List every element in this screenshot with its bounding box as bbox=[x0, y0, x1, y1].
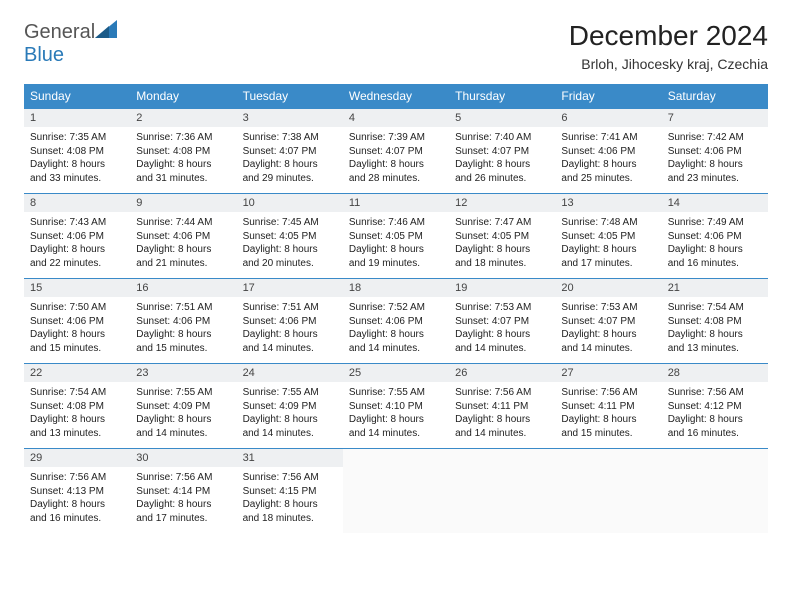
day-number-row: 293031 bbox=[24, 449, 768, 468]
day-number-cell: 3 bbox=[237, 109, 343, 128]
day-detail-cell: Sunrise: 7:46 AMSunset: 4:05 PMDaylight:… bbox=[343, 212, 449, 279]
day-number-cell: 18 bbox=[343, 279, 449, 298]
day-detail-row: Sunrise: 7:43 AMSunset: 4:06 PMDaylight:… bbox=[24, 212, 768, 279]
day-number-cell bbox=[343, 449, 449, 468]
day-detail-cell: Sunrise: 7:39 AMSunset: 4:07 PMDaylight:… bbox=[343, 127, 449, 194]
title-block: December 2024 Brloh, Jihocesky kraj, Cze… bbox=[569, 20, 768, 72]
weekday-header: Saturday bbox=[662, 84, 768, 109]
day-detail-cell: Sunrise: 7:42 AMSunset: 4:06 PMDaylight:… bbox=[662, 127, 768, 194]
weekday-header-row: SundayMondayTuesdayWednesdayThursdayFrid… bbox=[24, 84, 768, 109]
day-detail-cell: Sunrise: 7:44 AMSunset: 4:06 PMDaylight:… bbox=[130, 212, 236, 279]
day-number-cell: 24 bbox=[237, 364, 343, 383]
day-detail-cell: Sunrise: 7:56 AMSunset: 4:11 PMDaylight:… bbox=[555, 382, 661, 449]
day-detail-row: Sunrise: 7:56 AMSunset: 4:13 PMDaylight:… bbox=[24, 467, 768, 533]
day-detail-cell: Sunrise: 7:55 AMSunset: 4:09 PMDaylight:… bbox=[130, 382, 236, 449]
day-detail-cell: Sunrise: 7:47 AMSunset: 4:05 PMDaylight:… bbox=[449, 212, 555, 279]
calendar-table: SundayMondayTuesdayWednesdayThursdayFrid… bbox=[24, 84, 768, 533]
day-detail-row: Sunrise: 7:50 AMSunset: 4:06 PMDaylight:… bbox=[24, 297, 768, 364]
day-number-row: 22232425262728 bbox=[24, 364, 768, 383]
day-detail-cell: Sunrise: 7:52 AMSunset: 4:06 PMDaylight:… bbox=[343, 297, 449, 364]
weekday-header: Sunday bbox=[24, 84, 130, 109]
day-detail-cell: Sunrise: 7:56 AMSunset: 4:14 PMDaylight:… bbox=[130, 467, 236, 533]
day-number-cell: 30 bbox=[130, 449, 236, 468]
day-detail-cell: Sunrise: 7:54 AMSunset: 4:08 PMDaylight:… bbox=[662, 297, 768, 364]
day-number-cell: 26 bbox=[449, 364, 555, 383]
day-number-cell: 11 bbox=[343, 194, 449, 213]
weekday-header: Monday bbox=[130, 84, 236, 109]
day-detail-cell: Sunrise: 7:48 AMSunset: 4:05 PMDaylight:… bbox=[555, 212, 661, 279]
day-detail-cell: Sunrise: 7:56 AMSunset: 4:15 PMDaylight:… bbox=[237, 467, 343, 533]
day-detail-cell: Sunrise: 7:40 AMSunset: 4:07 PMDaylight:… bbox=[449, 127, 555, 194]
day-number-cell: 13 bbox=[555, 194, 661, 213]
weekday-header: Friday bbox=[555, 84, 661, 109]
day-number-cell: 21 bbox=[662, 279, 768, 298]
day-number-cell bbox=[555, 449, 661, 468]
day-number-cell: 16 bbox=[130, 279, 236, 298]
day-number-cell: 10 bbox=[237, 194, 343, 213]
day-detail-cell: Sunrise: 7:50 AMSunset: 4:06 PMDaylight:… bbox=[24, 297, 130, 364]
month-title: December 2024 bbox=[569, 20, 768, 52]
page-header: General Blue December 2024 Brloh, Jihoce… bbox=[24, 20, 768, 72]
day-number-cell: 9 bbox=[130, 194, 236, 213]
day-number-cell: 22 bbox=[24, 364, 130, 383]
day-detail-cell: Sunrise: 7:45 AMSunset: 4:05 PMDaylight:… bbox=[237, 212, 343, 279]
calendar-body: 1234567Sunrise: 7:35 AMSunset: 4:08 PMDa… bbox=[24, 109, 768, 534]
day-number-cell bbox=[449, 449, 555, 468]
logo-part1: General bbox=[24, 21, 95, 43]
day-number-cell: 2 bbox=[130, 109, 236, 128]
day-number-cell: 27 bbox=[555, 364, 661, 383]
logo-part2: Blue bbox=[24, 44, 64, 66]
day-detail-cell: Sunrise: 7:54 AMSunset: 4:08 PMDaylight:… bbox=[24, 382, 130, 449]
day-number-row: 1234567 bbox=[24, 109, 768, 128]
day-detail-cell bbox=[343, 467, 449, 533]
day-detail-cell: Sunrise: 7:56 AMSunset: 4:11 PMDaylight:… bbox=[449, 382, 555, 449]
day-detail-cell: Sunrise: 7:35 AMSunset: 4:08 PMDaylight:… bbox=[24, 127, 130, 194]
day-number-cell: 12 bbox=[449, 194, 555, 213]
day-detail-cell: Sunrise: 7:51 AMSunset: 4:06 PMDaylight:… bbox=[237, 297, 343, 364]
day-detail-cell: Sunrise: 7:38 AMSunset: 4:07 PMDaylight:… bbox=[237, 127, 343, 194]
weekday-header: Tuesday bbox=[237, 84, 343, 109]
day-detail-cell: Sunrise: 7:43 AMSunset: 4:06 PMDaylight:… bbox=[24, 212, 130, 279]
day-detail-cell: Sunrise: 7:55 AMSunset: 4:09 PMDaylight:… bbox=[237, 382, 343, 449]
logo-triangle-icon bbox=[95, 20, 117, 38]
day-number-cell: 23 bbox=[130, 364, 236, 383]
day-number-row: 891011121314 bbox=[24, 194, 768, 213]
day-detail-cell: Sunrise: 7:56 AMSunset: 4:13 PMDaylight:… bbox=[24, 467, 130, 533]
day-detail-cell: Sunrise: 7:53 AMSunset: 4:07 PMDaylight:… bbox=[449, 297, 555, 364]
day-number-row: 15161718192021 bbox=[24, 279, 768, 298]
day-detail-cell: Sunrise: 7:56 AMSunset: 4:12 PMDaylight:… bbox=[662, 382, 768, 449]
day-number-cell bbox=[662, 449, 768, 468]
day-detail-cell: Sunrise: 7:36 AMSunset: 4:08 PMDaylight:… bbox=[130, 127, 236, 194]
day-detail-cell: Sunrise: 7:51 AMSunset: 4:06 PMDaylight:… bbox=[130, 297, 236, 364]
logo-text: General Blue bbox=[24, 20, 117, 67]
day-number-cell: 1 bbox=[24, 109, 130, 128]
day-number-cell: 7 bbox=[662, 109, 768, 128]
day-number-cell: 4 bbox=[343, 109, 449, 128]
day-detail-cell bbox=[449, 467, 555, 533]
day-number-cell: 20 bbox=[555, 279, 661, 298]
day-number-cell: 29 bbox=[24, 449, 130, 468]
location: Brloh, Jihocesky kraj, Czechia bbox=[569, 56, 768, 72]
day-detail-cell bbox=[662, 467, 768, 533]
weekday-header: Thursday bbox=[449, 84, 555, 109]
weekday-header: Wednesday bbox=[343, 84, 449, 109]
day-number-cell: 28 bbox=[662, 364, 768, 383]
day-number-cell: 17 bbox=[237, 279, 343, 298]
day-detail-cell: Sunrise: 7:55 AMSunset: 4:10 PMDaylight:… bbox=[343, 382, 449, 449]
day-detail-cell: Sunrise: 7:53 AMSunset: 4:07 PMDaylight:… bbox=[555, 297, 661, 364]
logo: General Blue bbox=[24, 20, 117, 67]
day-number-cell: 31 bbox=[237, 449, 343, 468]
day-number-cell: 8 bbox=[24, 194, 130, 213]
day-number-cell: 25 bbox=[343, 364, 449, 383]
day-number-cell: 15 bbox=[24, 279, 130, 298]
day-detail-row: Sunrise: 7:35 AMSunset: 4:08 PMDaylight:… bbox=[24, 127, 768, 194]
day-detail-cell: Sunrise: 7:49 AMSunset: 4:06 PMDaylight:… bbox=[662, 212, 768, 279]
day-number-cell: 19 bbox=[449, 279, 555, 298]
day-detail-cell bbox=[555, 467, 661, 533]
day-detail-cell: Sunrise: 7:41 AMSunset: 4:06 PMDaylight:… bbox=[555, 127, 661, 194]
day-number-cell: 5 bbox=[449, 109, 555, 128]
day-detail-row: Sunrise: 7:54 AMSunset: 4:08 PMDaylight:… bbox=[24, 382, 768, 449]
day-number-cell: 6 bbox=[555, 109, 661, 128]
day-number-cell: 14 bbox=[662, 194, 768, 213]
